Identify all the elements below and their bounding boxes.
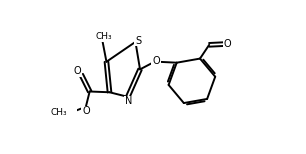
Text: O: O — [224, 39, 232, 49]
Text: O: O — [152, 56, 160, 66]
Text: CH₃: CH₃ — [95, 32, 112, 41]
Text: S: S — [135, 36, 141, 46]
Text: O: O — [74, 66, 81, 76]
Text: O: O — [82, 106, 90, 116]
Text: N: N — [125, 96, 132, 106]
Text: CH₃: CH₃ — [50, 108, 67, 117]
